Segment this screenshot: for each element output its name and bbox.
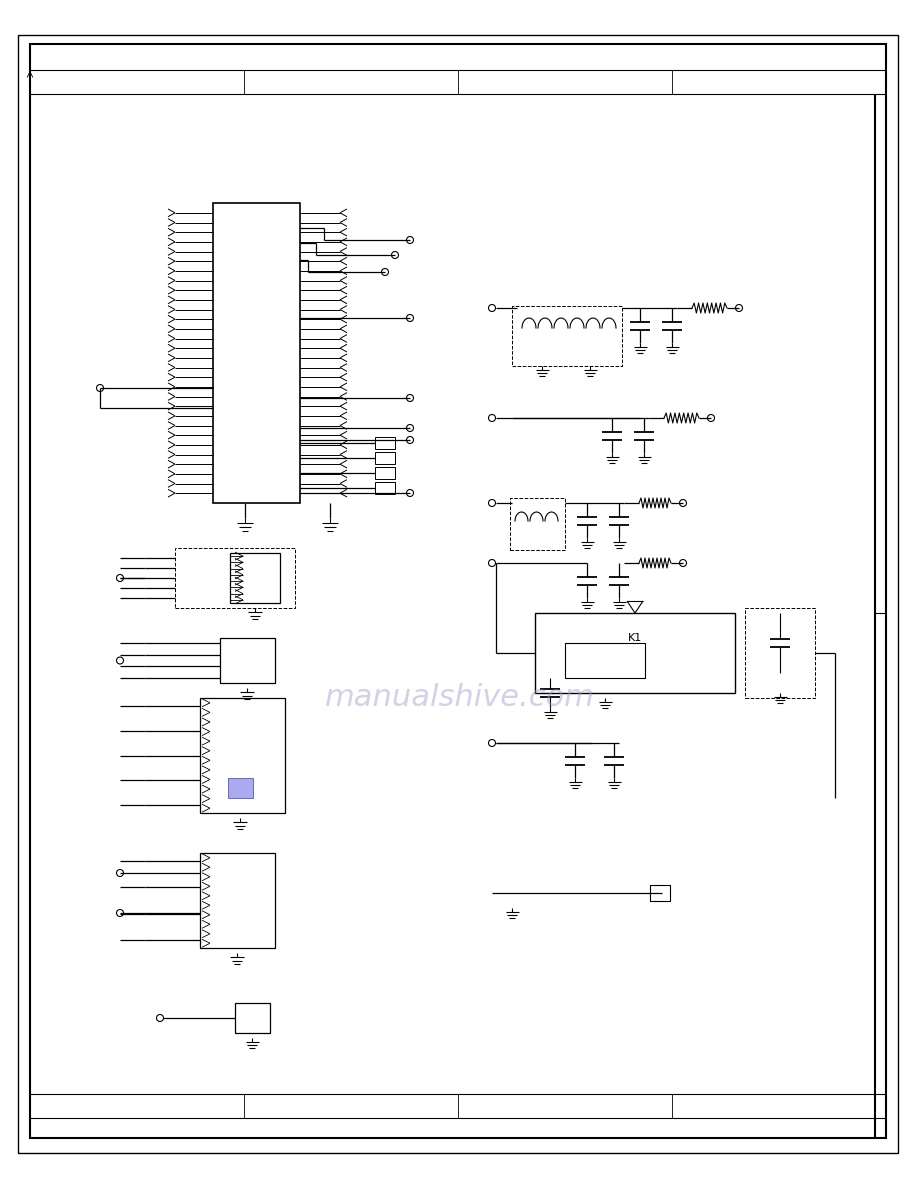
Bar [565, 643, 645, 678]
Bar [213, 203, 300, 503]
Text: K1: K1 [628, 633, 642, 643]
Bar [375, 451, 395, 465]
Text: manualshive.com: manualshive.com [325, 683, 595, 713]
Bar [375, 482, 395, 494]
Bar [745, 608, 815, 699]
Bar [650, 885, 670, 901]
Bar [375, 437, 395, 449]
Bar [510, 498, 565, 550]
Bar [175, 548, 295, 608]
Bar [200, 853, 275, 948]
Bar [228, 778, 253, 798]
Bar [220, 638, 275, 683]
Bar [230, 552, 280, 604]
Bar [200, 699, 285, 813]
Bar [235, 1003, 270, 1034]
Bar [512, 307, 622, 366]
Bar [375, 467, 395, 479]
Bar [535, 613, 735, 693]
